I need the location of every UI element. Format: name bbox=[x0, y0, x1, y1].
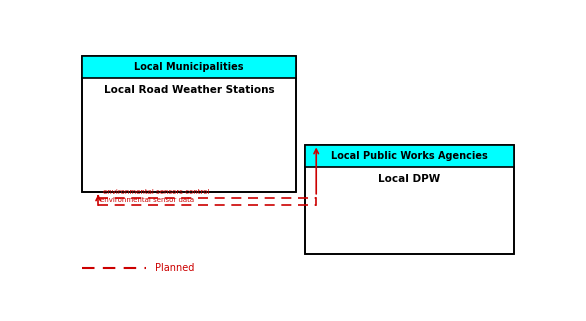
Text: environmental sensors control: environmental sensors control bbox=[103, 189, 209, 195]
Bar bbox=[82, 56, 296, 192]
Bar bbox=[82, 56, 296, 192]
Text: Local Municipalities: Local Municipalities bbox=[134, 62, 244, 72]
Text: Local Public Works Agencies: Local Public Works Agencies bbox=[331, 151, 488, 161]
Text: Planned: Planned bbox=[155, 264, 195, 273]
Text: Local Road Weather Stations: Local Road Weather Stations bbox=[104, 85, 274, 95]
Text: environmental sensor data: environmental sensor data bbox=[101, 197, 195, 204]
Bar bbox=[305, 145, 514, 167]
Text: Local DPW: Local DPW bbox=[378, 175, 441, 185]
Bar bbox=[305, 145, 514, 254]
Bar bbox=[305, 145, 514, 254]
Bar bbox=[82, 56, 296, 78]
